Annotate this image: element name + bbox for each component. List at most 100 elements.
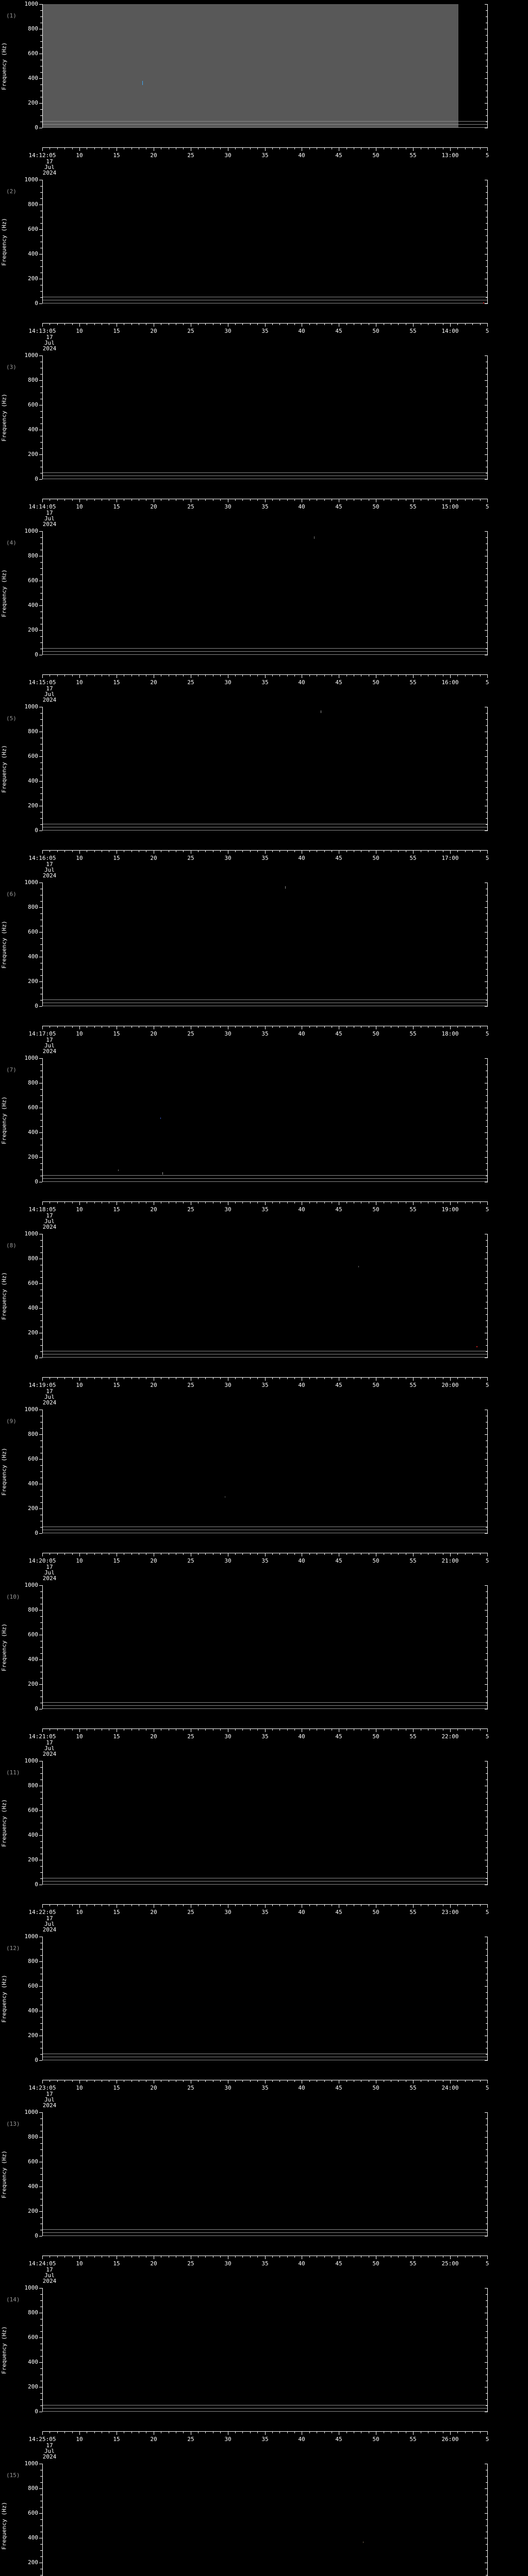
y-axis-tick — [485, 2488, 488, 2489]
x-axis-tick — [272, 323, 273, 325]
date-label-line: Jul — [44, 164, 55, 171]
date-label-line: Jul — [44, 1745, 55, 1752]
x-axis-tick — [42, 499, 43, 502]
x-axis-tick-label: 25:00 — [441, 2260, 459, 2267]
x-axis-tick-label: 40 — [298, 679, 305, 686]
y-axis-tick — [486, 1320, 488, 1321]
y-axis-tick — [40, 1992, 42, 1993]
y-axis-tick-label: 1000 — [24, 352, 39, 359]
y-axis-tick — [40, 599, 42, 600]
y-axis-tick — [40, 938, 42, 939]
x-axis-tick-label: 50 — [372, 2084, 380, 2091]
x-axis-tick-label: 40 — [298, 1382, 305, 1388]
x-axis-tick — [287, 1553, 288, 1555]
x-axis-tick-label: 15 — [113, 1557, 120, 1564]
reference-line — [43, 1357, 487, 1358]
x-axis-tick — [183, 323, 184, 325]
x-axis-tick — [250, 1728, 251, 1731]
spectrogram-fill — [43, 4, 458, 128]
plot-area — [39, 1937, 488, 2061]
x-axis-tick — [42, 147, 43, 151]
y-axis-tick — [486, 901, 488, 902]
y-axis-tick — [40, 423, 42, 424]
y-axis-tick — [485, 1157, 488, 1158]
x-axis-tick — [42, 674, 43, 678]
y-axis-spine-left — [42, 1937, 43, 2060]
y-axis-tick — [485, 2337, 488, 2338]
y-axis-tick — [39, 981, 42, 982]
y-axis-tick — [40, 1440, 42, 1441]
x-axis-tick — [94, 2431, 95, 2433]
x-axis-tick — [346, 1201, 347, 1204]
x-axis — [42, 2256, 488, 2260]
x-axis-tick — [64, 1201, 65, 1204]
x-axis-tick — [398, 1377, 399, 1379]
y-axis-tick — [486, 1163, 488, 1164]
x-axis-tick — [220, 147, 221, 149]
y-axis-tick — [486, 2143, 488, 2144]
y-axis-tick — [486, 2174, 488, 2175]
y-axis-tick — [39, 1157, 42, 1158]
x-axis-tick — [42, 1201, 43, 1205]
plot-area — [39, 531, 488, 655]
x-axis-tick-label: 14:22:05 — [28, 1909, 56, 1916]
y-axis-tick — [486, 448, 488, 449]
x-axis-tick — [265, 1377, 266, 1381]
x-axis-tick — [72, 2431, 73, 2433]
x-axis-tick-label: 55 — [409, 855, 417, 861]
date-label-line: Jul — [44, 1042, 55, 1049]
x-axis-tick — [346, 499, 347, 501]
y-axis-tick-label: 200 — [28, 1681, 38, 1687]
y-axis-tick — [485, 1810, 488, 1811]
x-axis-tick-label: 10 — [76, 1030, 83, 1037]
y-axis-tick — [40, 2556, 42, 2557]
y-axis-tick-label: 400 — [28, 426, 38, 433]
x-axis-tick-label: 30 — [224, 503, 232, 510]
x-axis-tick — [346, 850, 347, 852]
x-axis-tick — [183, 674, 184, 676]
x-axis-tick-label: 25 — [187, 679, 194, 686]
y-axis-tick — [486, 1616, 488, 1617]
x-axis-tick — [42, 1553, 43, 1556]
x-axis-tick — [309, 674, 310, 676]
x-axis-tick — [309, 147, 310, 149]
x-axis-tick — [279, 674, 280, 676]
y-axis-tick — [486, 1465, 488, 1466]
x-axis-tick — [487, 850, 488, 854]
x-axis-tick — [480, 323, 481, 325]
y-axis-tick — [39, 1585, 42, 1586]
reference-line — [43, 1702, 487, 1703]
y-axis-tick — [39, 1434, 42, 1435]
y-axis-tick-label: 400 — [28, 2359, 38, 2365]
data-mark — [160, 1117, 161, 1119]
y-axis-tick — [40, 10, 42, 11]
y-axis-tick — [40, 1878, 42, 1879]
x-axis-tick — [198, 674, 199, 676]
x-axis-tick-label: 25 — [187, 1030, 194, 1037]
x-axis-tick — [94, 850, 95, 852]
y-axis-tick-label: 400 — [28, 1480, 38, 1487]
y-axis-tick-label: 0 — [35, 1003, 38, 1009]
x-axis-tick — [257, 2080, 258, 2082]
y-axis-tick-label: 600 — [28, 2158, 38, 2165]
x-axis-tick — [480, 2256, 481, 2258]
date-label-line: Jul — [44, 2272, 55, 2279]
x-axis-tick-label: 55 — [409, 2084, 417, 2091]
x-axis-tick — [72, 1201, 73, 1204]
y-axis-tick — [39, 1835, 42, 1836]
x-axis-tick-label: 20 — [150, 1909, 157, 1916]
x-axis-tick — [242, 2256, 243, 2258]
x-axis-tick-label: 45 — [335, 2436, 342, 2443]
x-axis-tick — [242, 147, 243, 149]
x-axis-tick — [457, 2431, 458, 2433]
x-axis-tick — [294, 323, 295, 325]
x-axis-tick — [131, 1728, 132, 1731]
x-axis-tick — [309, 323, 310, 325]
reference-line — [43, 1178, 487, 1179]
x-axis-tick — [235, 2080, 236, 2082]
x-axis-tick — [450, 2431, 451, 2435]
y-axis-tick — [40, 2331, 42, 2332]
reference-line — [43, 127, 487, 128]
x-axis-tick — [346, 2080, 347, 2082]
y-axis-tick — [486, 198, 488, 199]
